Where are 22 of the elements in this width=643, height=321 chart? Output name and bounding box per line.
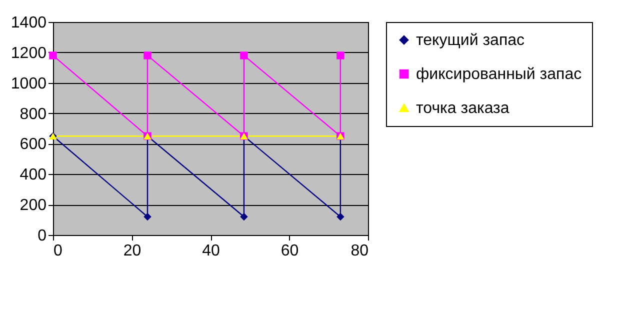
x-tick-label: 80 bbox=[350, 242, 369, 260]
legend-label: текущий запас bbox=[416, 32, 525, 49]
y-tick-label: 600 bbox=[20, 136, 47, 154]
x-tick-label: 60 bbox=[280, 242, 299, 260]
point bbox=[144, 52, 152, 60]
point bbox=[240, 212, 248, 221]
y-tick-label: 1000 bbox=[10, 75, 47, 92]
legend-label: точка заказа bbox=[416, 100, 510, 117]
y-tick-label: 400 bbox=[20, 166, 47, 184]
y-tick-label: 1400 bbox=[10, 14, 47, 32]
x-tick-label: 20 bbox=[123, 242, 142, 260]
x-tick-label: 0 bbox=[54, 242, 62, 260]
y-tick-label: 1200 bbox=[10, 44, 47, 62]
point bbox=[240, 52, 248, 60]
y-tick-label: 800 bbox=[20, 106, 47, 123]
point bbox=[144, 212, 152, 221]
y-tick-label: 200 bbox=[20, 197, 47, 214]
point bbox=[336, 212, 344, 221]
point bbox=[336, 52, 344, 60]
legend-label: фиксированный запас bbox=[416, 66, 582, 83]
y-tick-label: 0 bbox=[38, 228, 47, 244]
x-tick-label: 40 bbox=[202, 242, 220, 260]
